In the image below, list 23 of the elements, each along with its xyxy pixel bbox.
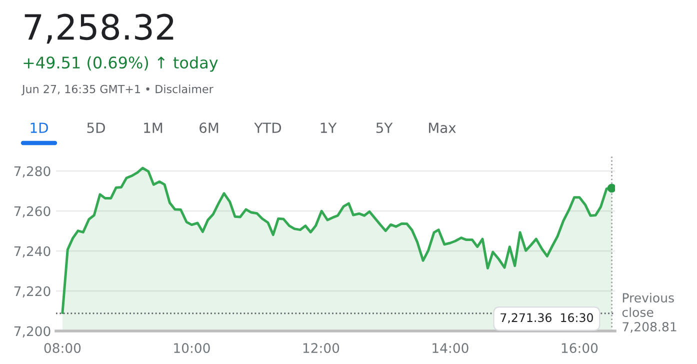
text: 1M (144, 122, 162, 133)
x-tick-label: 12:00 (303, 343, 340, 354)
x-tick-label: 14:00 (432, 343, 468, 354)
x-tick-label: 16:00 (562, 343, 598, 354)
text: Jun 27, 16:35 GMT+1 • Disclaimer (21, 84, 214, 96)
text: 6M (200, 122, 218, 134)
chart-subtitle: +49.51 (0.69%) ↑ today (24, 56, 218, 72)
text: 1D (30, 122, 48, 133)
y-tick-label: 7,220 (14, 286, 50, 298)
text: Max (429, 122, 456, 134)
text: 1Y (320, 122, 337, 133)
text: 5D (87, 122, 105, 134)
x-tick-label: 10:00 (174, 343, 210, 354)
y-tick-label: 7,240 (14, 246, 50, 258)
y-tick-label: 7,260 (14, 206, 50, 218)
ref-line-label: Previous close 7,208.81 (622, 292, 676, 333)
y-tick-label: 7,200 (14, 326, 50, 338)
x-tick-label: 08:00 (44, 343, 81, 354)
y-tick-label: 7,280 (14, 166, 50, 178)
chart-title: 7,258.32 (24, 14, 174, 44)
text: YTD (254, 122, 282, 133)
annotation: 7,271.36 16:30 (500, 313, 593, 324)
text: 5Y (376, 122, 393, 134)
